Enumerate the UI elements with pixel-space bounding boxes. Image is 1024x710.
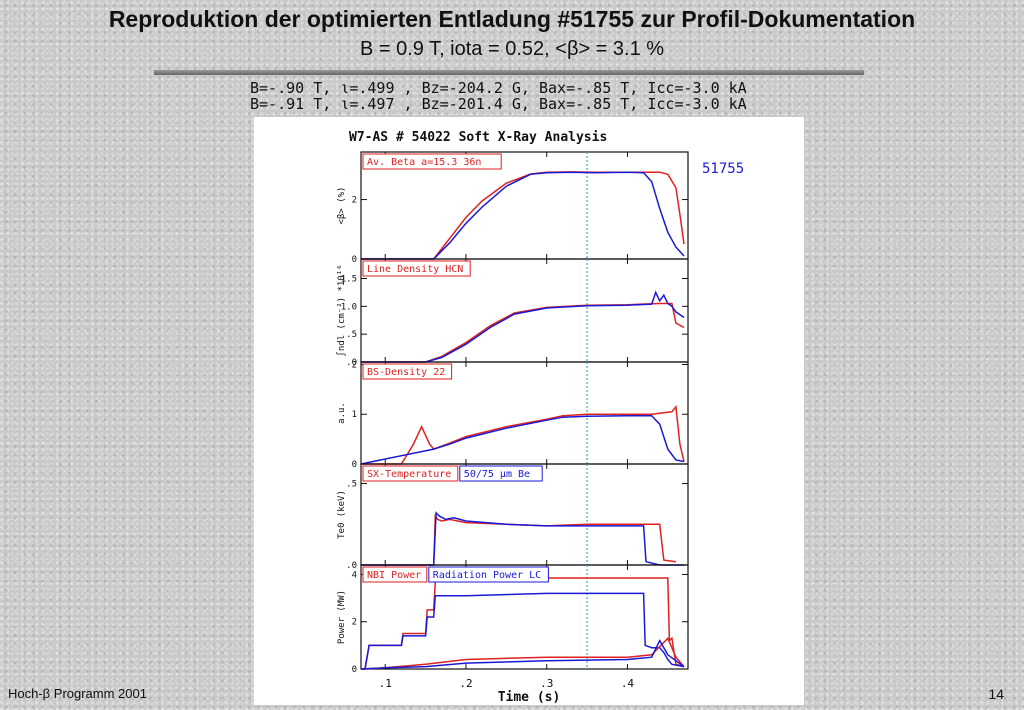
series-line-blue xyxy=(361,592,685,670)
series-line-blue xyxy=(360,638,685,670)
series-line-red xyxy=(361,171,685,260)
series-line-blue xyxy=(361,511,684,566)
panel-label: Line Density HCN xyxy=(367,264,463,275)
footer-program-label: Hoch-β Programm 2001 xyxy=(8,686,147,701)
series-line-red xyxy=(361,404,685,465)
y-axis-label: Te0 (keV) xyxy=(337,490,347,539)
y-axis-label: a.u. xyxy=(337,402,347,424)
parameter-line-2: B=-.91 T, ι=.497 , Bz=-201.4 G, Bax=-.85… xyxy=(250,95,747,113)
panel-label-2: 50/75 µm Be xyxy=(464,469,530,480)
y-axis-label: Power (MW) xyxy=(337,590,347,644)
figure-panel: W7-AS # 54022 Soft X-Ray Analysis 51755 0 2… xyxy=(254,117,804,705)
y-axis-label: ∫ndl (cm⁻²) *10¹⁶ xyxy=(336,264,347,356)
y-tick-label: 1.0 xyxy=(341,302,357,312)
panel-label: SX-Temperature xyxy=(367,469,451,480)
y-tick-label: 2 xyxy=(352,196,357,206)
soft-xray-chart: W7-AS # 54022 Soft X-Ray Analysis 51755 0 2… xyxy=(336,130,744,705)
series-line-red xyxy=(361,577,685,670)
panel-label-box xyxy=(362,153,502,170)
series-line-blue xyxy=(360,414,685,465)
shot-number-label: 51755 xyxy=(702,161,744,177)
panel-label-box xyxy=(362,260,471,277)
parameter-lines: B=-.90 T, ι=.499 , Bz=-204.2 G, Bax=-.85… xyxy=(250,80,810,112)
panel-label: BS-Density 22 xyxy=(367,367,445,378)
x-axis-label: Time (s) xyxy=(498,690,561,705)
slide-title: Reproduktion der optimierten Entladung #… xyxy=(108,6,916,32)
series-line-red xyxy=(361,513,676,566)
y-tick-label: 2 xyxy=(352,618,357,628)
parameter-line-1: B=-.90 T, ι=.499 , Bz=-204.2 G, Bax=-.85… xyxy=(250,79,747,97)
series-line-blue xyxy=(361,290,685,363)
panel-label-box xyxy=(362,465,459,482)
y-tick-label: 1.5 xyxy=(341,274,357,284)
panel-label: NBI Power xyxy=(367,570,421,581)
y-tick-label: 2 xyxy=(352,360,357,370)
y-tick-label: .5 xyxy=(346,480,357,490)
slide-subtitle: B = 0.9 T, iota = 0.52, <β> = 3.1 % xyxy=(359,38,665,60)
x-tick-label: .1 xyxy=(379,677,392,690)
panel-label-box xyxy=(362,566,428,583)
panel-label-box-2 xyxy=(459,465,543,482)
x-tick-label: .4 xyxy=(621,677,635,690)
series-line-blue xyxy=(361,171,685,260)
y-tick-label: .0 xyxy=(346,358,357,368)
series-line-red xyxy=(360,636,685,670)
y-axis-label: <β> (%) xyxy=(337,187,347,225)
x-tick-label: .2 xyxy=(459,677,472,690)
y-tick-label: 4 xyxy=(352,570,357,580)
y-tick-label: .5 xyxy=(346,330,357,340)
panel-frame xyxy=(360,564,689,670)
y-tick-label: 0 xyxy=(352,665,357,675)
x-tick-label: .3 xyxy=(540,677,553,690)
panel-label-box xyxy=(362,363,453,380)
y-tick-label: .0 xyxy=(346,561,357,571)
y-tick-label: 1 xyxy=(352,410,357,420)
y-tick-label: 0 xyxy=(352,255,357,265)
title-divider xyxy=(154,70,864,75)
panel-label-2: Radiation Power LC xyxy=(433,570,541,581)
chart-title: W7-AS # 54022 Soft X-Ray Analysis xyxy=(349,130,607,145)
y-tick-label: 0 xyxy=(352,460,357,470)
panel-label-box-2 xyxy=(428,566,549,583)
panel-label: Av. Beta a=15.3 36n xyxy=(367,157,481,168)
page-number: 14 xyxy=(988,686,1004,702)
